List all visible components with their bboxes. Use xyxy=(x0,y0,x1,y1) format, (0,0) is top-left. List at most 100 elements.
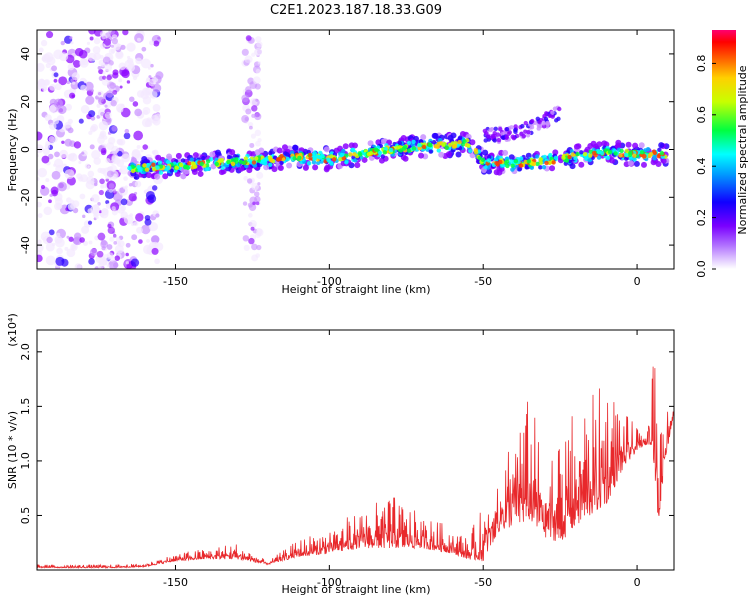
spectrogram-cell xyxy=(109,164,117,173)
spectrogram-cell xyxy=(136,90,145,98)
spectrogram-cell xyxy=(248,125,253,130)
spectrogram-cell xyxy=(640,161,647,168)
spectrogram-cell xyxy=(106,74,112,81)
spectrogram-cell xyxy=(536,126,541,131)
spectrogram-cell xyxy=(256,171,264,179)
spectrogram-cell xyxy=(189,157,195,162)
spectrogram-cell xyxy=(658,142,665,149)
spectrogram-cell xyxy=(251,243,258,251)
spectrogram-ylabel: Frequency (Hz) xyxy=(6,109,19,192)
spectrogram-panel: -150 -100 -50 0 -40 -20 0 20 40 Height of straig… xyxy=(6,29,675,296)
spectrogram-cell xyxy=(109,82,117,89)
spectrogram-cell xyxy=(66,80,71,85)
spectrogram-cell xyxy=(316,160,321,166)
colorbar-tick-label: 0.0 xyxy=(695,260,708,278)
spectrogram-cell xyxy=(53,72,59,78)
spectrogram-cell xyxy=(125,261,130,265)
spectrogram-cell xyxy=(150,63,154,68)
spectrogram-cell xyxy=(205,166,210,172)
spectrogram-cell xyxy=(61,140,65,144)
spectrogram-cell xyxy=(123,176,128,181)
spectrogram-cell xyxy=(420,134,427,141)
snr-frame xyxy=(36,329,675,571)
spectrogram-cell xyxy=(651,149,657,154)
spectrogram-cell xyxy=(56,247,63,255)
spectrogram-cell xyxy=(104,104,108,108)
spectrogram-cell xyxy=(54,151,60,158)
spectrogram-cell xyxy=(40,78,44,82)
spectrogram-cell xyxy=(268,150,273,156)
spectrogram-cell xyxy=(100,62,106,68)
spectrogram-cell xyxy=(38,47,44,53)
spectrogram-cell xyxy=(104,111,112,119)
spectrogram-cell xyxy=(98,120,109,131)
spectrogram-cell xyxy=(89,36,94,41)
spectrogram-cell xyxy=(140,224,151,235)
spectrogram-cell xyxy=(521,133,527,139)
spectrogram-cell xyxy=(508,154,515,161)
spectrogram-cell xyxy=(48,199,52,204)
snr-series-line xyxy=(37,366,674,570)
spectrogram-cell xyxy=(250,133,257,139)
spectrogram-cell xyxy=(526,159,531,164)
spectrogram-cell xyxy=(105,90,114,98)
spectrogram-cell xyxy=(252,76,261,85)
spectrogram-cell xyxy=(110,100,117,107)
spectrogram-cell xyxy=(111,188,117,193)
spectrogram-cell xyxy=(41,155,50,164)
spectrogram-cell xyxy=(162,173,169,180)
spectrogram-cell xyxy=(51,170,61,180)
spectrogram-cell xyxy=(438,151,445,158)
spectrogram-cell xyxy=(490,133,496,139)
spectrogram-cell xyxy=(292,144,299,151)
spectrogram-cell xyxy=(276,147,283,154)
spectrogram-cell xyxy=(105,175,109,180)
spectrogram-cell xyxy=(71,244,77,250)
spectrogram-cell xyxy=(338,157,343,162)
spectrogram-cell xyxy=(457,139,462,145)
spectrogram-cell xyxy=(66,248,76,258)
spectrogram-cell xyxy=(80,104,90,114)
spectrogram-cell xyxy=(249,142,255,148)
spectrogram-cell xyxy=(561,155,566,160)
spectrogram-cell xyxy=(93,157,101,165)
spectrogram-cell xyxy=(498,126,503,132)
spectrogram-cell xyxy=(648,152,654,157)
spectrogram-cell xyxy=(339,152,344,158)
spectrogram-cell xyxy=(542,154,548,160)
spectrogram-cell xyxy=(119,85,123,89)
spectrogram-cell xyxy=(111,37,118,45)
spectrogram-cell xyxy=(79,193,86,200)
spectrogram-cell xyxy=(230,161,236,167)
spectrogram-cell xyxy=(142,163,147,168)
spectrogram-cell xyxy=(158,170,164,175)
spectrogram-cell xyxy=(117,150,123,157)
spectrogram-cell xyxy=(37,213,43,218)
spectrogram-cell xyxy=(543,116,549,122)
spectrogram-cell xyxy=(70,78,74,83)
spectrogram-cell xyxy=(197,170,204,177)
spectrogram-cell xyxy=(146,117,151,122)
spectrogram-cell xyxy=(88,240,93,245)
spectrogram-cell xyxy=(65,103,73,111)
spectrogram-cell xyxy=(86,41,91,45)
spectrogram-cell xyxy=(37,131,43,141)
spectrogram-cell xyxy=(570,152,576,157)
spectrogram-cell xyxy=(148,78,157,87)
spectrogram-cell xyxy=(483,131,489,136)
spectrogram-cell xyxy=(510,163,515,168)
spectrogram-cell xyxy=(537,120,543,125)
spectrogram-cell xyxy=(96,90,104,98)
colorbar-tick-label: 0.4 xyxy=(695,157,708,175)
spectrogram-cell xyxy=(37,201,42,208)
spectrogram-cell xyxy=(333,147,340,154)
spectrogram-cell xyxy=(72,153,76,157)
spectrogram-cell xyxy=(122,30,129,36)
spectrogram-cell xyxy=(108,183,115,189)
spectrogram-cell xyxy=(155,71,164,80)
spectrogram-cell xyxy=(97,167,103,173)
spectrogram-cell xyxy=(134,180,142,188)
spectrogram-cell xyxy=(103,38,111,46)
spectrogram-cell xyxy=(87,170,95,178)
spectrogram-cell xyxy=(486,158,492,163)
